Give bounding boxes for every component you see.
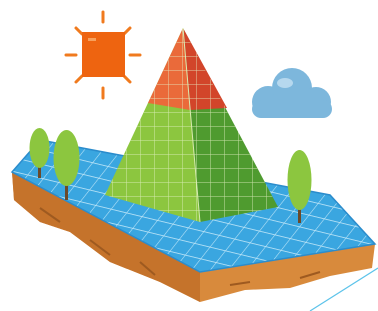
pyramid: [105, 28, 278, 222]
page: [0, 0, 378, 311]
sun: [66, 12, 140, 98]
cloud: [252, 68, 332, 118]
illustration: [0, 0, 378, 311]
